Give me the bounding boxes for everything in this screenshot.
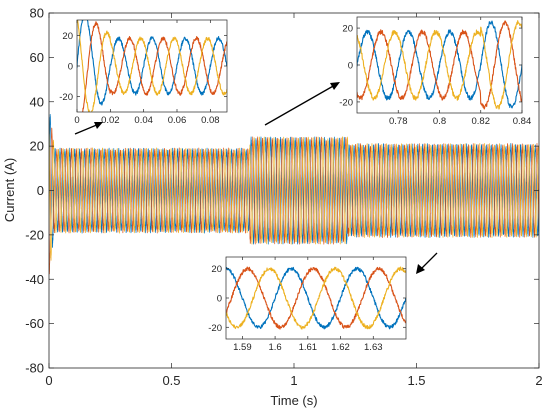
x-axis-label: Time (s) bbox=[270, 393, 317, 408]
main-x-tick-label: 1 bbox=[290, 373, 297, 388]
arrow-to-end bbox=[416, 252, 438, 274]
inset-step-series-group bbox=[357, 20, 522, 110]
inset-end-x-tick-label: 1.63 bbox=[364, 342, 383, 353]
main-y-tick-label: 0 bbox=[37, 183, 44, 198]
inset-start-background bbox=[77, 20, 227, 112]
inset-start-y-tick-label: 20 bbox=[62, 31, 73, 42]
main-y-tick-label: -40 bbox=[25, 272, 44, 287]
inset-end-panel: 1.59 1.6 1.61 1.62 1.63 -20 0 20 bbox=[208, 256, 407, 353]
main-phase-2-line bbox=[49, 127, 539, 275]
inset-start-x-tick-label: 0.08 bbox=[201, 115, 220, 126]
inset-step-x-tick-label: 0.8 bbox=[433, 116, 446, 127]
inset-step-y-tick-label: 20 bbox=[342, 24, 353, 35]
inset-step-panel: 0.78 0.8 0.82 0.84 -20 0 20 bbox=[339, 16, 531, 127]
inset-end-y-tick-label: -20 bbox=[208, 323, 222, 334]
main-ticks-group: 0 0.5 1 1.5 2 -80 -60 -40 -20 0 20 40 60 80 bbox=[25, 6, 542, 389]
arrow-to-start bbox=[74, 122, 103, 135]
callout-arrows bbox=[74, 82, 438, 274]
inset-end-x-tick-label: 1.6 bbox=[268, 342, 281, 353]
inset-step-phase-1-line bbox=[357, 20, 522, 109]
inset-start-x-tick-label: 0 bbox=[74, 115, 79, 126]
inset-end-x-tick-label: 1.62 bbox=[331, 342, 350, 353]
y-axis-label: Current (A) bbox=[2, 158, 17, 222]
main-phase-1-line bbox=[49, 113, 539, 248]
main-x-tick-label: 0 bbox=[45, 373, 52, 388]
main-y-tick-label: 20 bbox=[30, 139, 44, 154]
main-y-tick-label: -80 bbox=[25, 361, 44, 376]
inset-step-phase-2-line bbox=[357, 20, 522, 110]
inset-step-ticks-group: 0.78 0.8 0.82 0.84 -20 0 20 bbox=[339, 17, 531, 127]
inset-end-phase-2-line bbox=[226, 266, 406, 330]
inset-start-y-tick-label: -20 bbox=[59, 92, 73, 103]
main-phase-3-line bbox=[49, 120, 539, 261]
inset-end-y-tick-label: 20 bbox=[211, 264, 222, 275]
inset-start-y-tick-label: 0 bbox=[68, 62, 73, 73]
main-x-tick-label: 2 bbox=[535, 373, 542, 388]
inset-end-phase-3-line bbox=[226, 266, 406, 330]
inset-step-y-tick-label: 0 bbox=[348, 61, 353, 72]
inset-start-x-tick-label: 0.04 bbox=[134, 115, 153, 126]
inset-end-x-tick-label: 1.59 bbox=[233, 342, 252, 353]
inset-end-x-tick-label: 1.61 bbox=[299, 342, 318, 353]
inset-step-x-tick-label: 0.78 bbox=[389, 116, 408, 127]
inset-step-y-tick-label: -20 bbox=[339, 97, 353, 108]
main-y-tick-label: 40 bbox=[30, 94, 44, 109]
main-series-group bbox=[49, 113, 539, 275]
inset-end-phase-1-line bbox=[226, 266, 406, 330]
main-x-tick-label: 1.5 bbox=[407, 373, 425, 388]
inset-step-x-tick-label: 0.84 bbox=[513, 116, 532, 127]
arrow-to-step bbox=[264, 82, 340, 126]
main-y-tick-label: -60 bbox=[25, 316, 44, 331]
inset-start-series-group bbox=[77, 20, 227, 112]
main-y-tick-label: 60 bbox=[30, 50, 44, 65]
inset-end-series-group bbox=[226, 266, 406, 330]
inset-end-ticks-group: 1.59 1.6 1.61 1.62 1.63 -20 0 20 bbox=[208, 257, 406, 353]
inset-start-x-tick-label: 0.06 bbox=[168, 115, 187, 126]
inset-step-x-tick-label: 0.82 bbox=[472, 116, 491, 127]
main-x-tick-label: 0.5 bbox=[162, 373, 180, 388]
inset-end-y-tick-label: 0 bbox=[217, 294, 222, 305]
main-y-tick-label: 80 bbox=[30, 6, 44, 21]
inset-start-phase-1-line bbox=[77, 20, 227, 106]
inset-start-panel: 0 0.02 0.04 0.06 0.08 -20 0 20 bbox=[59, 19, 228, 126]
inset-start-x-tick-label: 0.02 bbox=[101, 115, 120, 126]
inset-step-phase-3-line bbox=[357, 20, 522, 110]
main-y-tick-label: -20 bbox=[25, 227, 44, 242]
inset-start-ticks-group: 0 0.02 0.04 0.06 0.08 -20 0 20 bbox=[59, 20, 227, 126]
inset-start-phase-3-line bbox=[77, 20, 227, 112]
